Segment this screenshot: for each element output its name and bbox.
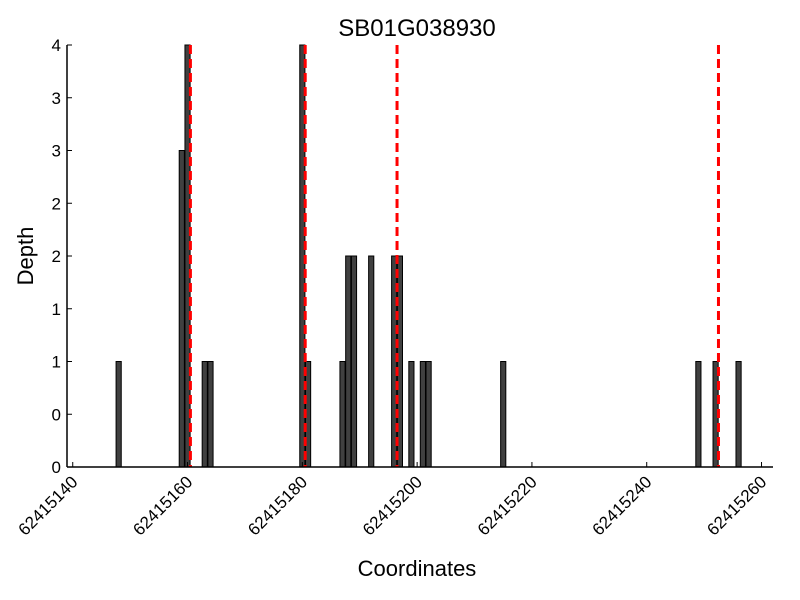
depth-bar bbox=[350, 255, 358, 468]
x-tick-label: 62415160 bbox=[129, 472, 196, 539]
depth-bar bbox=[419, 361, 426, 468]
y-tick-label: 1 bbox=[52, 353, 61, 372]
x-tick-label: 62415180 bbox=[244, 472, 311, 539]
depth-bar bbox=[695, 361, 702, 468]
x-axis-label: Coordinates bbox=[358, 556, 477, 581]
depth-bar bbox=[345, 255, 352, 468]
depth-bar bbox=[408, 361, 415, 468]
x-tick-label: 62415200 bbox=[359, 472, 426, 539]
depth-bar bbox=[368, 255, 375, 468]
depth-bar bbox=[735, 361, 742, 468]
x-tick-label: 62415260 bbox=[703, 472, 770, 539]
depth-bar bbox=[115, 361, 122, 468]
depth-bar bbox=[178, 150, 185, 468]
markers-layer bbox=[188, 45, 720, 467]
bars-layer bbox=[115, 44, 742, 468]
y-tick-label: 1 bbox=[52, 300, 61, 319]
y-tick-label: 3 bbox=[52, 142, 61, 161]
chart-title: SB01G038930 bbox=[338, 15, 495, 42]
depth-bar bbox=[207, 361, 214, 468]
y-tick-label: 2 bbox=[52, 247, 61, 266]
x-tick-label: 62415240 bbox=[589, 472, 656, 539]
depth-bar bbox=[339, 361, 346, 468]
y-tick-label: 0 bbox=[52, 405, 61, 424]
y-tick-label: 3 bbox=[52, 89, 61, 108]
y-tick-label: 0 bbox=[52, 458, 61, 477]
x-tick-label: 62415220 bbox=[474, 472, 541, 539]
x-tick-label: 62415140 bbox=[15, 472, 82, 539]
depth-bar bbox=[500, 361, 507, 468]
y-tick-label: 4 bbox=[52, 36, 61, 55]
y-axis-label: Depth bbox=[13, 227, 38, 286]
depth-bar bbox=[425, 361, 432, 468]
y-tick-label: 2 bbox=[52, 194, 61, 213]
depth-bar bbox=[201, 361, 208, 468]
